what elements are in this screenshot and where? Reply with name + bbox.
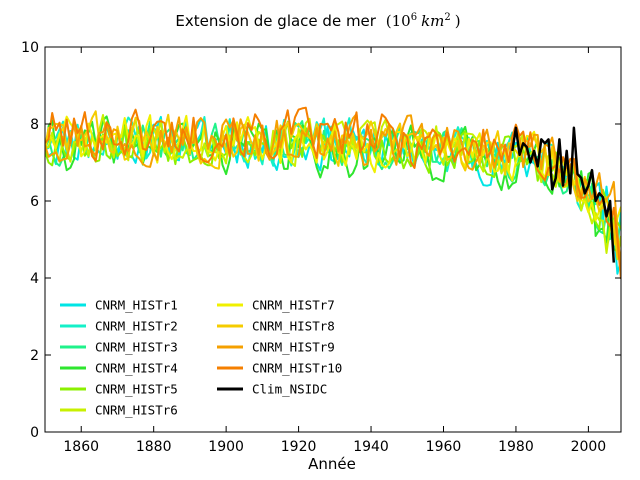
chart-title-units: (10: [386, 12, 411, 30]
y-tick-label: 0: [30, 425, 39, 441]
plot-frame: [44, 46, 622, 433]
legend-label: CNRM_HISTr9: [252, 340, 335, 355]
x-tick-label: 2000: [571, 439, 607, 455]
x-axis-label: Année: [308, 455, 356, 473]
ticks-layer: 1860 1880 1900 1920 1940 1960 1980 2000 0 2 4 6 8 10: [21, 40, 621, 455]
legend-label: CNRM_HISTr4: [95, 361, 178, 376]
legend: CNRM_HISTr1 CNRM_HISTr2 CNRM_HISTr3 CNRM_HI…: [60, 298, 342, 418]
x-tick-label: 1960: [426, 439, 462, 455]
legend-label: CNRM_HISTr6: [95, 403, 178, 418]
legend-label: CNRM_HISTr2: [95, 319, 178, 334]
x-tick-label: 1860: [63, 439, 99, 455]
legend-label: CNRM_HISTr3: [95, 340, 178, 355]
series-layer: [45, 106, 621, 279]
y-tick-label: 6: [30, 194, 39, 210]
x-tick-label: 1900: [208, 439, 244, 455]
chart-title-units-km-exp: 2: [444, 12, 450, 23]
chart-title: Extension de glace de mer (106 km2): [175, 12, 460, 30]
x-tick-label: 1880: [136, 439, 172, 455]
legend-label: CNRM_HISTr7: [252, 298, 335, 313]
x-tick-label: 1920: [281, 439, 317, 455]
chart-title-units-km: km: [421, 12, 444, 30]
y-tick-label: 4: [30, 271, 39, 287]
chart-title-units-close: ): [455, 12, 461, 30]
legend-label: CNRM_HISTr8: [252, 319, 335, 334]
observed-layer: [511, 126, 616, 263]
y-tick-label: 8: [30, 117, 39, 133]
y-tick-label: 2: [30, 348, 39, 364]
legend-label: CNRM_HISTr10: [252, 361, 342, 376]
chart-title-text: Extension de glace de mer: [175, 12, 376, 30]
x-tick-label: 1980: [498, 439, 534, 455]
y-tick-label: 10: [21, 40, 39, 56]
chart-title-units-exp: 6: [411, 12, 417, 23]
legend-label: CNRM_HISTr1: [95, 298, 178, 313]
legend-label: Clim_NSIDC: [252, 382, 327, 397]
x-tick-label: 1940: [353, 439, 389, 455]
series-line-clim-nsidc: [511, 126, 616, 263]
series-line-cnrm-histr10: [45, 106, 621, 279]
legend-label: CNRM_HISTr5: [95, 382, 178, 397]
series-line-cnrm-histr9: [45, 113, 621, 266]
